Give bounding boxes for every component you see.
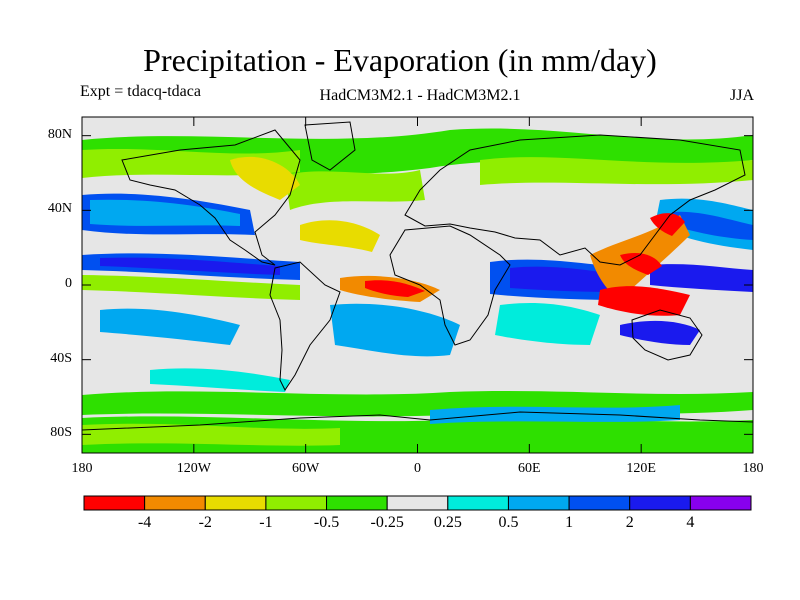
x-ticks — [81, 117, 754, 453]
y-tick-label: 40S — [50, 350, 72, 366]
models-label: HadCM3M2.1 - HadCM3M2.1 — [319, 87, 521, 104]
greenland-outline — [304, 121, 356, 171]
y-tick-label: 40N — [47, 201, 72, 217]
y-ticks — [82, 135, 753, 435]
x-tick-label: 120E — [626, 461, 656, 476]
colorbar-swatch — [386, 495, 449, 511]
colorbar-label: -0.25 — [370, 514, 404, 531]
colorbar-swatch — [689, 495, 752, 511]
south-america-outline — [269, 261, 341, 391]
colorbar-label: -2 — [198, 514, 212, 531]
map-title: Precipitation - Evaporation (in mm/day) — [143, 42, 657, 78]
antarctica-outline — [82, 411, 753, 431]
colorbar-swatch — [265, 495, 328, 511]
coastlines — [82, 121, 753, 431]
colorbar-label: -4 — [137, 514, 152, 531]
africa-outline — [389, 225, 511, 346]
season-label: JJA — [729, 87, 754, 104]
north-america-outline — [121, 129, 301, 266]
x-tick-label: 120W — [176, 461, 211, 476]
colorbar-label: 1 — [565, 514, 574, 531]
colorbar-swatch — [83, 495, 146, 511]
colorbar — [83, 495, 752, 511]
x-tick-label: 0 — [414, 461, 421, 476]
x-tick-label: 60E — [518, 461, 541, 476]
colorbar-label: 2 — [625, 514, 634, 531]
colorbar-swatch — [326, 495, 388, 511]
colorbar-label: -1 — [259, 514, 273, 531]
australia-outline — [631, 309, 703, 361]
x-tick-label: 180 — [71, 461, 93, 476]
y-tick-label: 80S — [50, 425, 72, 441]
colorbar-swatch — [568, 495, 631, 511]
eurasia-outline — [404, 134, 746, 266]
colorbar-label: -0.5 — [313, 514, 340, 531]
y-tick-label: 80N — [47, 126, 72, 142]
colorbar-swatch — [507, 495, 570, 511]
colorbar-swatch — [629, 495, 691, 511]
experiment-label: Expt = tdacq-tdaca — [80, 83, 201, 100]
x-tick-label: 180 — [742, 461, 764, 476]
x-tick-label: 60W — [292, 461, 320, 476]
y-tick-label: 0 — [65, 276, 72, 291]
colorbar-label: 4 — [686, 514, 695, 531]
colorbar-swatch — [447, 495, 509, 511]
colorbar-swatch — [144, 495, 206, 511]
colorbar-label: 0.25 — [433, 514, 462, 531]
colorbar-label: 0.5 — [498, 514, 519, 531]
precip-evap-field — [82, 128, 753, 453]
colorbar-swatch — [204, 495, 267, 511]
